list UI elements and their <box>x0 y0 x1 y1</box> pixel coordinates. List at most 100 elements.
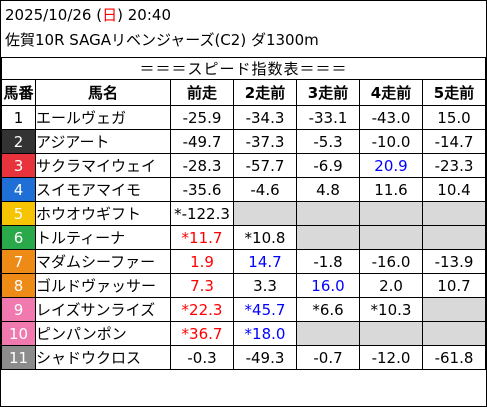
header-3-races-ago: 3走前 <box>296 79 360 106</box>
horse-name: サクラマイウェイ <box>35 153 171 178</box>
header-horse-name: 馬名 <box>35 79 171 106</box>
horse-name: スイモアマイモ <box>35 177 171 202</box>
horse-name: シャドウクロス <box>35 345 171 370</box>
speed-index-cell: 2.0 <box>359 273 423 298</box>
speed-index-cell: 4.8 <box>296 177 360 202</box>
table-title-row: ＝＝＝スピード指数表＝＝＝ <box>1 57 486 80</box>
speed-index-cell: -14.7 <box>422 129 486 154</box>
speed-index-cell: 14.7 <box>233 249 297 274</box>
speed-index-cell: *11.7 <box>170 225 234 250</box>
speed-index-cell: *-122.3 <box>170 201 234 226</box>
table-header-row: 馬番 馬名 前走 2走前 3走前 4走前 5走前 <box>1 79 486 106</box>
day-of-week: (日) <box>96 6 123 24</box>
speed-index-cell: 1.9 <box>170 249 234 274</box>
speed-index-cell <box>296 201 360 226</box>
horse-number: 11 <box>1 345 36 370</box>
header-4-races-ago: 4走前 <box>359 79 423 106</box>
speed-index-cell: -5.3 <box>296 129 360 154</box>
speed-index-cell: 15.0 <box>422 105 486 130</box>
horse-number: 8 <box>1 273 36 298</box>
speed-index-cell: -61.8 <box>422 345 486 370</box>
speed-index-cell: -10.0 <box>359 129 423 154</box>
speed-index-cell: *45.7 <box>233 297 297 322</box>
horse-name: マダムシーファー <box>35 249 171 274</box>
speed-index-cell: -57.7 <box>233 153 297 178</box>
horse-name: ゴルドヴァッサー <box>35 273 171 298</box>
header-last-race: 前走 <box>170 79 234 106</box>
speed-index-cell: -34.3 <box>233 105 297 130</box>
table-row: 6 トルティーナ *11.7 *10.8 <box>1 225 486 250</box>
horse-name: ホウオウギフト <box>35 201 171 226</box>
table-row: 1 エールヴェガ -25.9 -34.3 -33.1 -43.0 15.0 <box>1 105 486 130</box>
speed-index-cell: *18.0 <box>233 321 297 346</box>
speed-index-cell <box>422 321 486 346</box>
table-row: 11 シャドウクロス -0.3 -49.3 -0.7 -12.0 -61.8 <box>1 345 486 370</box>
speed-index-cell: *36.7 <box>170 321 234 346</box>
speed-index-cell: -49.7 <box>170 129 234 154</box>
horse-number: 4 <box>1 177 36 202</box>
speed-index-cell: -37.3 <box>233 129 297 154</box>
header-5-races-ago: 5走前 <box>422 79 486 106</box>
speed-index-cell: -13.9 <box>422 249 486 274</box>
table-row: 7 マダムシーファー 1.9 14.7 -1.8 -16.0 -13.9 <box>1 249 486 274</box>
speed-index-cell: -43.0 <box>359 105 423 130</box>
race-title: 佐賀10R SAGAリベンジャーズ(C2) ダ1300m <box>5 31 319 49</box>
speed-index-cell: -23.3 <box>422 153 486 178</box>
speed-index-cell: -0.7 <box>296 345 360 370</box>
speed-index-cell <box>296 321 360 346</box>
header-horse-number: 馬番 <box>1 79 36 106</box>
horse-name: アジアート <box>35 129 171 154</box>
speed-index-cell <box>296 225 360 250</box>
horse-number: 10 <box>1 321 36 346</box>
speed-index-cell: -35.6 <box>170 177 234 202</box>
table-row: 10 ピンパンポン *36.7 *18.0 <box>1 321 486 346</box>
table-row: 3 サクラマイウェイ -28.3 -57.7 -6.9 20.9 -23.3 <box>1 153 486 178</box>
speed-index-cell: 7.3 <box>170 273 234 298</box>
horse-number: 7 <box>1 249 36 274</box>
table-title: ＝＝＝スピード指数表＝＝＝ <box>1 57 486 80</box>
speed-index-cell: -1.8 <box>296 249 360 274</box>
speed-index-cell <box>422 225 486 250</box>
speed-index-cell <box>422 201 486 226</box>
speed-index-cell: -0.3 <box>170 345 234 370</box>
speed-index-cell: *6.6 <box>296 297 360 322</box>
horse-number: 3 <box>1 153 36 178</box>
speed-index-cell: *10.3 <box>359 297 423 322</box>
speed-index-cell: 11.6 <box>359 177 423 202</box>
speed-index-cell: *10.8 <box>233 225 297 250</box>
table-row: 8 ゴルドヴァッサー 7.3 3.3 16.0 2.0 10.7 <box>1 273 486 298</box>
speed-index-cell <box>359 321 423 346</box>
table-row: 2 アジアート -49.7 -37.3 -5.3 -10.0 -14.7 <box>1 129 486 154</box>
speed-index-cell: *22.3 <box>170 297 234 322</box>
horse-name: エールヴェガ <box>35 105 171 130</box>
race-datetime: 2025/10/26 (日) 20:40 <box>5 5 171 25</box>
speed-index-cell: 10.7 <box>422 273 486 298</box>
speed-index-cell: 20.9 <box>359 153 423 178</box>
horse-name: トルティーナ <box>35 225 171 250</box>
day-of-week-value: 日 <box>102 6 118 24</box>
horse-number: 9 <box>1 297 36 322</box>
horse-name: ピンパンポン <box>35 321 171 346</box>
speed-index-cell: -12.0 <box>359 345 423 370</box>
speed-index-cell <box>422 297 486 322</box>
race-time: 20:40 <box>127 6 171 24</box>
horse-number: 6 <box>1 225 36 250</box>
table-row: 9 レイズサンライズ *22.3 *45.7 *6.6 *10.3 <box>1 297 486 322</box>
table-row: 5 ホウオウギフト *-122.3 <box>1 201 486 226</box>
horse-number: 5 <box>1 201 36 226</box>
race-date: 2025/10/26 <box>5 6 92 24</box>
speed-index-cell: -49.3 <box>233 345 297 370</box>
speed-index-cell <box>359 225 423 250</box>
horse-number: 2 <box>1 129 36 154</box>
table-row: 4 スイモアマイモ -35.6 -4.6 4.8 11.6 10.4 <box>1 177 486 202</box>
speed-index-table: ＝＝＝スピード指数表＝＝＝ 馬番 馬名 前走 2走前 3走前 4走前 5走前 1… <box>1 57 486 370</box>
speed-index-cell: -28.3 <box>170 153 234 178</box>
horse-name: レイズサンライズ <box>35 297 171 322</box>
speed-index-cell: -16.0 <box>359 249 423 274</box>
horse-number: 1 <box>1 105 36 130</box>
speed-index-cell: -4.6 <box>233 177 297 202</box>
speed-index-cell: 3.3 <box>233 273 297 298</box>
speed-index-cell: -6.9 <box>296 153 360 178</box>
speed-index-cell: 16.0 <box>296 273 360 298</box>
